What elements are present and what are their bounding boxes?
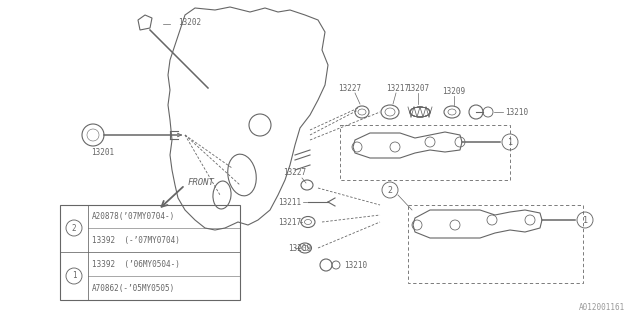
Text: 13210: 13210	[505, 108, 528, 116]
Text: 13210: 13210	[344, 260, 367, 269]
Text: 2: 2	[72, 223, 76, 233]
Text: 2: 2	[387, 186, 392, 195]
Text: FRONT: FRONT	[188, 178, 215, 187]
Text: 13209: 13209	[288, 244, 311, 252]
Text: 13217: 13217	[278, 218, 301, 227]
Text: 13227: 13227	[339, 84, 362, 92]
Text: 1: 1	[72, 271, 76, 281]
Text: 13227: 13227	[284, 167, 307, 177]
Text: 1: 1	[582, 215, 588, 225]
Text: 13207: 13207	[406, 84, 429, 92]
Text: 13209: 13209	[442, 86, 465, 95]
Text: A20878(’07MY0704-): A20878(’07MY0704-)	[92, 212, 175, 220]
Text: 13201: 13201	[92, 148, 115, 156]
Text: A70862(-’05MY0505): A70862(-’05MY0505)	[92, 284, 175, 292]
Text: 13392  (’06MY0504-): 13392 (’06MY0504-)	[92, 260, 180, 268]
Text: A012001161: A012001161	[579, 303, 625, 312]
Text: 1: 1	[508, 138, 513, 147]
Polygon shape	[353, 132, 462, 158]
Bar	[60, 205, 240, 300]
Polygon shape	[413, 210, 542, 238]
Text: 13392  (-’07MY0704): 13392 (-’07MY0704)	[92, 236, 180, 244]
Text: 13211: 13211	[278, 197, 301, 206]
Text: 13217: 13217	[387, 84, 410, 92]
Text: 13202: 13202	[178, 18, 201, 27]
